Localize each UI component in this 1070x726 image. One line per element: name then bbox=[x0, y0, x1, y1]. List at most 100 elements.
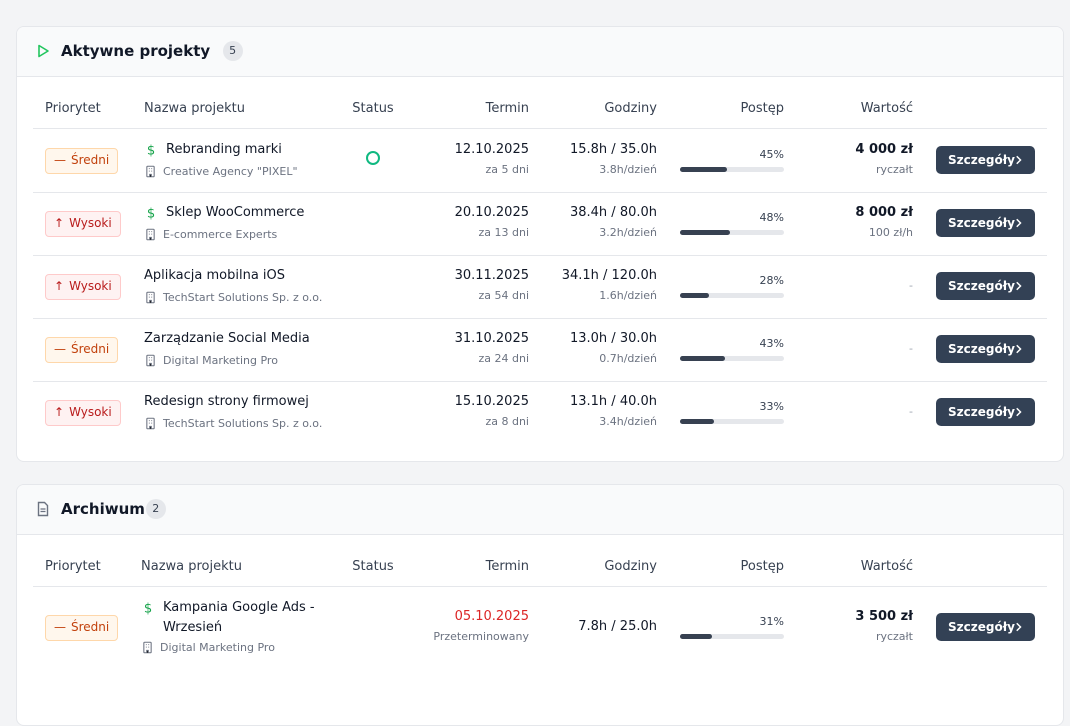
priority-icon: ↑ bbox=[54, 279, 65, 293]
section-card: Archiwum 2 Priorytet Nazwa projektu Status Te… bbox=[16, 484, 1064, 726]
priority-icon: — bbox=[54, 620, 66, 634]
header-divider bbox=[33, 586, 1047, 587]
priority-badge: — Średni bbox=[45, 337, 119, 363]
progress-label: 43% bbox=[759, 337, 784, 350]
section-icon bbox=[37, 501, 49, 517]
svg-text:$: $ bbox=[144, 601, 152, 616]
row-divider bbox=[33, 381, 1047, 382]
project-value: 3 500 zł bbox=[855, 609, 913, 624]
project-name: Sklep WooCommerce bbox=[166, 205, 305, 220]
section-title: Aktywne projekty bbox=[61, 42, 211, 60]
due-remaining: za 54 dni bbox=[478, 289, 529, 302]
column-header: Status bbox=[352, 101, 394, 116]
status-icon bbox=[366, 151, 380, 165]
column-header: Wartość bbox=[860, 559, 913, 574]
project-value: - bbox=[909, 405, 913, 418]
project-value: 8 000 zł bbox=[855, 205, 913, 220]
priority-label: Średni bbox=[71, 153, 110, 167]
hours-per-day: 3.2h/dzień bbox=[599, 226, 657, 239]
client-icon bbox=[146, 165, 155, 178]
priority-label: Wysoki bbox=[69, 279, 112, 293]
client-name: TechStart Solutions Sp. z o.o. bbox=[163, 417, 323, 430]
client-name: Digital Marketing Pro bbox=[160, 641, 275, 654]
hours-per-day: 1.6h/dzień bbox=[599, 289, 657, 302]
due-date: 15.10.2025 bbox=[454, 394, 529, 409]
priority-label: Średni bbox=[71, 342, 110, 356]
column-header: Godziny bbox=[604, 101, 657, 116]
section-count: 2 bbox=[145, 499, 166, 519]
progress-track bbox=[680, 419, 784, 424]
project-name: Kampania Google Ads - Wrzesień bbox=[163, 600, 315, 635]
column-header: Priorytet bbox=[45, 559, 101, 574]
priority-badge: ↑ Wysoki bbox=[45, 211, 121, 237]
priority-label: Wysoki bbox=[69, 405, 112, 419]
details-button[interactable]: Szczegóły bbox=[936, 613, 1035, 641]
details-button[interactable]: Szczegóły bbox=[936, 398, 1035, 426]
priority-badge: ↑ Wysoki bbox=[45, 400, 121, 426]
progress-fill bbox=[680, 419, 715, 424]
project-value: 4 000 zł bbox=[855, 142, 913, 157]
chevron-icon bbox=[1016, 281, 1022, 291]
page: Aktywne projekty 5 Priorytet Nazwa projektu… bbox=[16, 26, 1064, 726]
chevron-icon bbox=[1016, 622, 1022, 632]
chevron-icon bbox=[1016, 218, 1022, 228]
client-icon bbox=[143, 641, 152, 654]
progress-track bbox=[680, 634, 784, 639]
column-header: Termin bbox=[485, 559, 529, 574]
progress-track bbox=[680, 293, 784, 298]
chevron-icon bbox=[1016, 344, 1022, 354]
chevron-icon bbox=[1016, 407, 1022, 417]
due-remaining: za 8 dni bbox=[485, 415, 529, 428]
row-divider bbox=[33, 192, 1047, 193]
project-value: - bbox=[909, 342, 913, 355]
column-header: Wartość bbox=[860, 101, 913, 116]
progress-label: 31% bbox=[759, 615, 784, 628]
hours: 34.1h / 120.0h bbox=[561, 268, 657, 283]
column-header: Nazwa projektu bbox=[141, 559, 242, 574]
hours: 13.1h / 40.0h bbox=[569, 394, 657, 409]
hours: 38.4h / 80.0h bbox=[569, 205, 657, 220]
priority-icon: — bbox=[54, 153, 66, 167]
details-button[interactable]: Szczegóły bbox=[936, 272, 1035, 300]
progress-track bbox=[680, 356, 784, 361]
section-header: Aktywne projekty 5 bbox=[17, 27, 1063, 77]
progress-fill bbox=[680, 634, 713, 639]
priority-icon: — bbox=[54, 342, 66, 356]
due-remaining: za 5 dni bbox=[485, 163, 529, 176]
hours: 13.0h / 30.0h bbox=[569, 331, 657, 346]
section-count: 5 bbox=[222, 41, 243, 61]
column-header: Postęp bbox=[740, 101, 784, 116]
due-date: 05.10.2025 bbox=[454, 609, 529, 624]
details-button[interactable]: Szczegóły bbox=[936, 209, 1035, 237]
progress-label: 33% bbox=[759, 400, 784, 413]
due-date: 12.10.2025 bbox=[454, 142, 529, 157]
progress-track bbox=[680, 230, 784, 235]
project-name: Aplikacja mobilna iOS bbox=[144, 268, 286, 283]
client-name: TechStart Solutions Sp. z o.o. bbox=[163, 291, 323, 304]
value-note: ryczałt bbox=[875, 163, 913, 176]
section-title: Archiwum bbox=[61, 500, 145, 518]
row-divider bbox=[33, 255, 1047, 256]
progress-fill bbox=[680, 167, 727, 172]
progress-label: 28% bbox=[759, 274, 784, 287]
billable-icon: $ bbox=[147, 206, 155, 221]
due-date: 20.10.2025 bbox=[454, 205, 529, 220]
column-header: Godziny bbox=[604, 559, 657, 574]
chevron-icon bbox=[1016, 155, 1022, 165]
priority-badge: — Średni bbox=[45, 615, 119, 641]
client-icon bbox=[146, 291, 155, 304]
project-name: Rebranding marki bbox=[166, 142, 282, 157]
priority-icon: ↑ bbox=[54, 405, 65, 419]
client-icon bbox=[146, 228, 155, 241]
client-name: Creative Agency "PIXEL" bbox=[163, 165, 298, 178]
billable-icon: $ bbox=[147, 143, 155, 158]
priority-label: Wysoki bbox=[69, 216, 112, 230]
details-button[interactable]: Szczegóły bbox=[936, 146, 1035, 174]
svg-text:$: $ bbox=[147, 143, 155, 158]
column-header: Status bbox=[352, 559, 394, 574]
due-remaining: za 13 dni bbox=[478, 226, 529, 239]
progress-fill bbox=[680, 230, 730, 235]
progress-fill bbox=[680, 293, 710, 298]
progress-label: 45% bbox=[759, 148, 784, 161]
details-button[interactable]: Szczegóły bbox=[936, 335, 1035, 363]
